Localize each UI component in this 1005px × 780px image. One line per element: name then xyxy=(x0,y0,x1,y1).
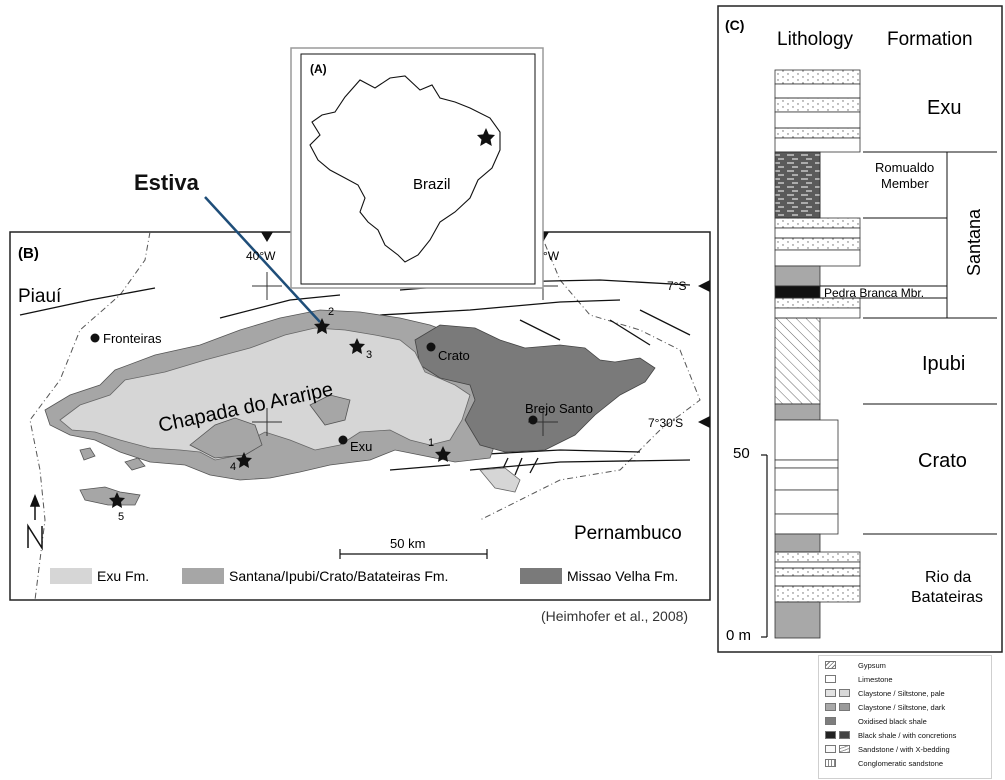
lithology-column xyxy=(774,69,861,639)
fault-lines xyxy=(19,279,691,476)
town-label-crato: Crato xyxy=(438,348,470,363)
column-header-formation: Formation xyxy=(887,29,973,50)
santana-formation-area xyxy=(124,457,146,471)
scale-label: 50 km xyxy=(390,536,425,551)
exu-formation-area xyxy=(59,327,471,461)
site-number: 5 xyxy=(118,511,124,523)
claystone-dark-swatch xyxy=(839,703,850,711)
formation-rio-1: Rio da xyxy=(925,569,971,586)
santana-formation-area xyxy=(79,447,96,461)
limestone-swatch xyxy=(825,675,836,683)
column-header-lithology: Lithology xyxy=(777,29,854,50)
formation-crato: Crato xyxy=(918,450,967,472)
formation-pedra-branca: Pedra Branca Mbr. xyxy=(824,286,924,300)
legend-item-limestone: Limestone xyxy=(825,674,990,686)
legend-item-label: Gypsum xyxy=(858,661,886,670)
state-boundary xyxy=(29,231,151,601)
town-dot xyxy=(90,333,100,343)
formation-ipubi: Ipubi xyxy=(922,353,965,375)
legend-label-missao: Missao Velha Fm. xyxy=(567,568,678,584)
legend-item-gypsum: Gypsum xyxy=(825,660,990,672)
panel-a-label: (A) xyxy=(310,62,327,76)
santana-formation-area xyxy=(479,467,521,493)
site-star-inset xyxy=(477,128,495,146)
site-number: 4 xyxy=(230,461,236,473)
coord-label-lat-s: 7°30'S xyxy=(648,416,683,430)
legend-item-label: Claystone / Siltstone, dark xyxy=(858,703,946,712)
town-label-exu: Exu xyxy=(350,439,372,454)
depth-label-50: 50 xyxy=(733,445,750,462)
formation-dividers xyxy=(820,151,997,535)
town-dot xyxy=(426,342,436,352)
santana-formation-area xyxy=(309,394,351,426)
brazil-outline xyxy=(309,75,501,263)
black-shale-concretions-swatch xyxy=(839,731,850,739)
legend-item-black-shale: Black shale / with concretions xyxy=(825,730,990,742)
legend-swatch-exu xyxy=(50,568,92,584)
state-label-piaui: Piauí xyxy=(18,286,62,307)
north-arrow xyxy=(27,493,43,551)
country-label: Brazil xyxy=(413,176,451,193)
panel-b-label: (B) xyxy=(18,245,39,262)
claystone-pale-swatch xyxy=(839,689,850,697)
legend-item-label: Black shale / with concretions xyxy=(858,731,957,740)
panel-c-label: (C) xyxy=(725,17,744,33)
legend-item-conglomeratic: Conglomeratic sandstone xyxy=(825,758,990,770)
lat-tick-marker xyxy=(698,280,710,292)
formation-exu: Exu xyxy=(927,97,961,119)
sandstone-xbedding-swatch xyxy=(839,745,850,753)
lat-tick-marker xyxy=(698,416,710,428)
legend-item-label: Oxidised black shale xyxy=(858,717,927,726)
conglomeratic-swatch xyxy=(825,759,836,767)
map-figure: (A) Brazil (B) Piauí Pernambuco Chapada … xyxy=(9,47,711,601)
depth-scale xyxy=(761,454,768,638)
site-stars xyxy=(109,318,451,508)
legend-swatch-missao xyxy=(520,568,562,584)
legend-label-exu: Exu Fm. xyxy=(97,568,149,584)
site-number: 1 xyxy=(428,437,434,449)
lithology-legend: Gypsum Limestone Claystone / Siltstone, … xyxy=(818,655,992,779)
formation-rio-2: Batateiras xyxy=(911,589,983,606)
formation-romualdo-2: Member xyxy=(881,176,929,191)
site-number: 2 xyxy=(328,306,334,318)
town-label-brejo-santo: Brejo Santo xyxy=(525,401,593,416)
citation: (Heimhofer et al., 2008) xyxy=(541,608,689,624)
santana-formation-area xyxy=(189,417,263,459)
coord-label-lat-n: 7°S xyxy=(667,279,686,293)
formation-santana: Santana xyxy=(964,208,984,276)
town-dot xyxy=(528,415,538,425)
missao-velha-area xyxy=(414,324,656,453)
legend-item-oxidised-shale: Oxidised black shale xyxy=(825,716,990,728)
coord-label-lon-w: 40°W xyxy=(246,249,276,263)
oxidised-shale-swatch xyxy=(825,717,836,725)
site-label-estiva: Estiva xyxy=(134,170,199,195)
legend-swatch-santana xyxy=(182,568,224,584)
legend-item-claystone-pale: Claystone / Siltstone, pale xyxy=(825,688,990,700)
claystone-dark-swatch xyxy=(825,703,836,711)
coord-label-lon-e: °W xyxy=(543,249,560,263)
state-boundary xyxy=(479,231,701,521)
claystone-pale-swatch xyxy=(825,689,836,697)
legend-item-label: Claystone / Siltstone, pale xyxy=(858,689,945,698)
scale-bar xyxy=(339,549,488,559)
site-number: 3 xyxy=(366,349,372,361)
legend-item-claystone-dark: Claystone / Siltstone, dark xyxy=(825,702,990,714)
lon-tick-marker xyxy=(261,232,273,242)
depth-label-0: 0 m xyxy=(726,627,751,644)
legend-item-label: Limestone xyxy=(858,675,893,684)
stratigraphic-column: (C) Lithology Formation Exu Romualdo Mem… xyxy=(717,5,1003,653)
formation-romualdo-1: Romualdo xyxy=(875,160,934,175)
santana-formation-area xyxy=(79,486,141,506)
town-label-fronteiras: Fronteiras xyxy=(103,331,162,346)
legend-item-label: Sandstone / with X-bedding xyxy=(858,745,950,754)
gypsum-swatch xyxy=(825,661,836,669)
legend-item-label: Conglomeratic sandstone xyxy=(858,759,944,768)
estiva-pointer-line xyxy=(204,196,321,323)
legend-label-santana: Santana/Ipubi/Crato/Batateiras Fm. xyxy=(229,568,448,584)
town-dot xyxy=(338,435,348,445)
sandstone-swatch xyxy=(825,745,836,753)
black-shale-swatch xyxy=(825,731,836,739)
legend-item-sandstone: Sandstone / with X-bedding xyxy=(825,744,990,756)
state-label-pernambuco: Pernambuco xyxy=(574,523,682,544)
